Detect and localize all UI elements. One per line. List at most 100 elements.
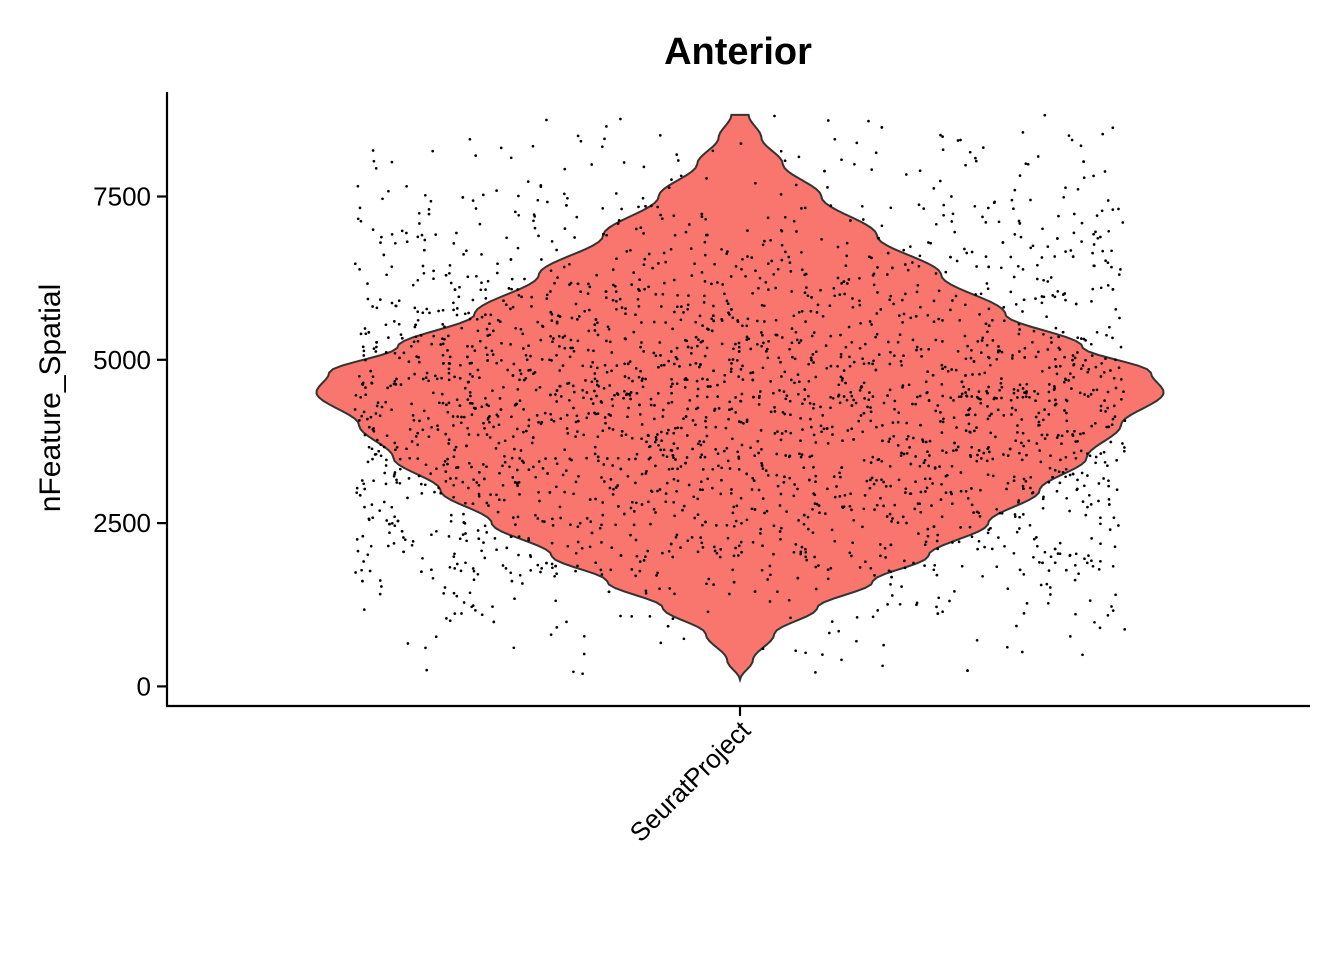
data-point [793,483,797,486]
data-point [955,448,958,452]
data-point [656,433,659,436]
data-point [442,592,446,595]
data-point [810,454,814,458]
data-point [814,375,818,379]
data-point [390,301,394,305]
y-axis-label: nFeature_Spatial [34,284,67,513]
data-point [714,425,718,429]
data-point [1112,404,1116,408]
data-point [638,289,641,293]
data-point [949,396,953,400]
data-point [764,281,768,284]
data-point [549,633,553,637]
data-point [980,339,984,342]
data-point [694,423,697,427]
data-point [501,464,504,468]
data-point [683,386,687,389]
data-point [624,433,628,437]
data-point [1114,308,1118,311]
data-point [410,402,413,406]
data-point [760,303,764,307]
data-point [789,431,793,435]
data-point [1105,425,1109,429]
data-point [420,570,423,574]
data-point [416,310,420,314]
data-point [431,391,435,395]
data-point [458,537,462,541]
data-point [474,154,478,157]
data-point [673,310,676,314]
data-point [522,430,525,434]
data-point [814,671,817,674]
data-point [521,582,524,585]
data-point [1037,420,1041,424]
data-point [624,337,628,341]
data-point [1071,255,1075,258]
data-point [462,601,466,604]
data-point [725,446,729,450]
data-point [699,480,703,484]
data-point [480,549,483,553]
data-point [792,494,796,498]
data-point [967,388,971,391]
data-point [778,389,781,392]
data-point [808,455,812,459]
data-point [944,270,948,274]
data-point [890,266,894,270]
data-point [638,278,642,282]
data-point [514,326,518,330]
data-point [599,400,603,403]
data-point [607,590,611,594]
data-point [779,360,782,364]
data-point [1019,235,1023,239]
data-point [504,567,508,570]
data-point [959,526,962,529]
data-point [629,533,632,537]
data-point [675,489,678,493]
data-point [671,327,674,331]
data-point [375,306,379,310]
data-point [517,213,521,217]
data-point [845,282,849,285]
data-point [1079,367,1083,371]
data-point [679,318,683,322]
data-point [783,159,787,163]
data-point [671,382,674,386]
data-point [672,278,676,282]
data-point [1094,365,1098,369]
data-point [1113,415,1117,418]
data-point [1090,537,1093,540]
data-point [475,481,479,484]
data-point [468,591,472,595]
data-point [638,403,641,407]
data-point [482,477,486,481]
data-point [515,482,519,486]
data-point [467,311,470,315]
data-point [818,511,821,515]
data-point [550,418,553,422]
data-point [745,335,749,339]
data-point [1108,325,1111,329]
data-point [437,309,440,313]
data-point [731,568,735,572]
data-point [522,378,526,382]
data-point [602,480,606,483]
data-point [941,420,945,424]
data-point [656,392,660,395]
data-point [1120,397,1123,401]
data-point [935,539,939,543]
data-point [941,319,944,322]
data-point [387,336,390,339]
data-point [960,564,964,568]
data-point [427,212,431,216]
data-point [595,394,598,398]
data-point [411,414,415,417]
data-point [987,355,990,359]
data-point [728,400,732,404]
data-point [1117,273,1121,276]
data-point [1002,319,1006,323]
data-point [449,477,452,480]
data-point [884,556,887,559]
data-point [670,449,674,452]
data-point [379,454,383,458]
